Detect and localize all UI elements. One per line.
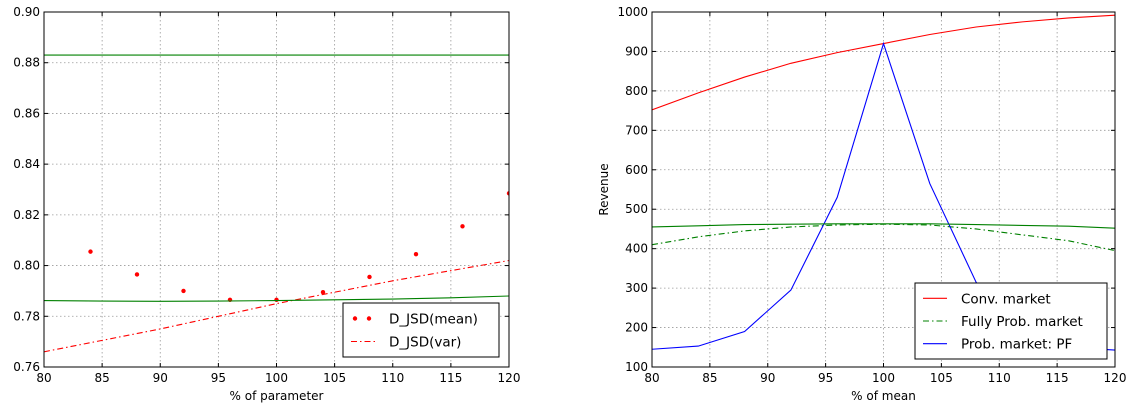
chart-2: 80 85 90 95 100 105 110 115 120 100 200 300 400 500 60… bbox=[597, 5, 1126, 403]
x-tick-label: 120 bbox=[498, 371, 521, 385]
x-tick-label: 105 bbox=[323, 371, 346, 385]
legend-label-prob-market-pf: Prob. market: PF bbox=[961, 337, 1072, 353]
legend-label-conv-market: Conv. market bbox=[961, 291, 1051, 307]
series-d-jsd-mean-point bbox=[134, 272, 140, 277]
y-tick-label: 0.76 bbox=[13, 360, 40, 374]
x-tick-label: 100 bbox=[872, 371, 895, 385]
legend-label-d-jsd-var: D_JSD(var) bbox=[389, 335, 461, 351]
y-tick-label: 1000 bbox=[617, 5, 648, 19]
series-line-3 bbox=[652, 223, 1115, 229]
y-tick-label: 300 bbox=[625, 281, 648, 295]
y-axis-label: Revenue bbox=[597, 163, 611, 215]
x-tick-label: 95 bbox=[818, 371, 833, 385]
legend-label-fully-prob-market: Fully Prob. market bbox=[961, 314, 1083, 330]
y-tick-label: 0.78 bbox=[13, 309, 40, 323]
x-tick-label: 80 bbox=[36, 371, 51, 385]
series-d-jsd-mean-point bbox=[506, 191, 509, 196]
y-tick-label: 0.82 bbox=[13, 208, 40, 222]
x-tick-label: 115 bbox=[1046, 371, 1069, 385]
y-tick-label: 600 bbox=[625, 163, 648, 177]
y-tick-label: 900 bbox=[625, 44, 648, 58]
plot-area bbox=[44, 54, 509, 353]
legend: D_JSD(mean) D_JSD(var) bbox=[342, 302, 500, 358]
legend-label-d-jsd-mean: D_JSD(mean) bbox=[389, 312, 478, 328]
y-tick-label: 200 bbox=[625, 321, 648, 335]
y-tick-label: 500 bbox=[625, 202, 648, 216]
x-tick-label: 105 bbox=[930, 371, 953, 385]
x-tick-label: 110 bbox=[988, 371, 1011, 385]
chart-1: 80 85 90 95 100 105 110 115 120 0.76 0.78 0.80 0.82 0… bbox=[13, 5, 520, 403]
x-tick-label: 100 bbox=[265, 371, 288, 385]
series-d-jsd-var bbox=[44, 259, 509, 353]
x-axis-label: % of parameter bbox=[230, 389, 324, 403]
y-tick-label: 800 bbox=[625, 84, 648, 98]
legend-marker-d-jsd-mean bbox=[352, 316, 358, 321]
series-d-jsd-mean-point bbox=[181, 288, 186, 294]
y-tick-label: 0.84 bbox=[13, 157, 40, 171]
y-tick-label: 100 bbox=[625, 360, 648, 374]
x-tick-label: 80 bbox=[644, 371, 659, 385]
x-tick-label: 115 bbox=[439, 371, 462, 385]
series-d-jsd-mean-point bbox=[460, 224, 465, 229]
y-tick-label: 0.90 bbox=[13, 5, 40, 19]
series-line-3 bbox=[44, 295, 509, 302]
series-d-jsd-mean-point bbox=[320, 289, 326, 295]
legend-box bbox=[342, 302, 500, 358]
y-tick-label: 400 bbox=[625, 242, 648, 256]
series-d-jsd-mean-point bbox=[413, 251, 419, 257]
x-tick-label: 110 bbox=[381, 371, 404, 385]
x-axis-label: % of mean bbox=[851, 389, 916, 403]
series-d-jsd-mean-point bbox=[274, 297, 279, 303]
x-tick-label: 85 bbox=[94, 371, 109, 385]
x-tick-label: 90 bbox=[760, 371, 775, 385]
x-tick-label: 95 bbox=[211, 371, 226, 385]
x-tick-label: 85 bbox=[702, 371, 717, 385]
legend-marker-d-jsd-mean bbox=[366, 316, 372, 321]
legend: Conv. market Fully Prob. market Prob. mark… bbox=[914, 282, 1108, 360]
y-tick-label: 700 bbox=[625, 123, 648, 137]
series-d-jsd-mean-point bbox=[88, 249, 93, 254]
x-tick-label: 120 bbox=[1104, 371, 1127, 385]
y-tick-label: 0.88 bbox=[13, 56, 40, 70]
y-tick-label: 0.86 bbox=[13, 106, 40, 120]
x-tick-label: 90 bbox=[153, 371, 168, 385]
series-d-jsd-mean-point bbox=[367, 274, 372, 280]
y-tick-label: 0.80 bbox=[13, 259, 40, 273]
